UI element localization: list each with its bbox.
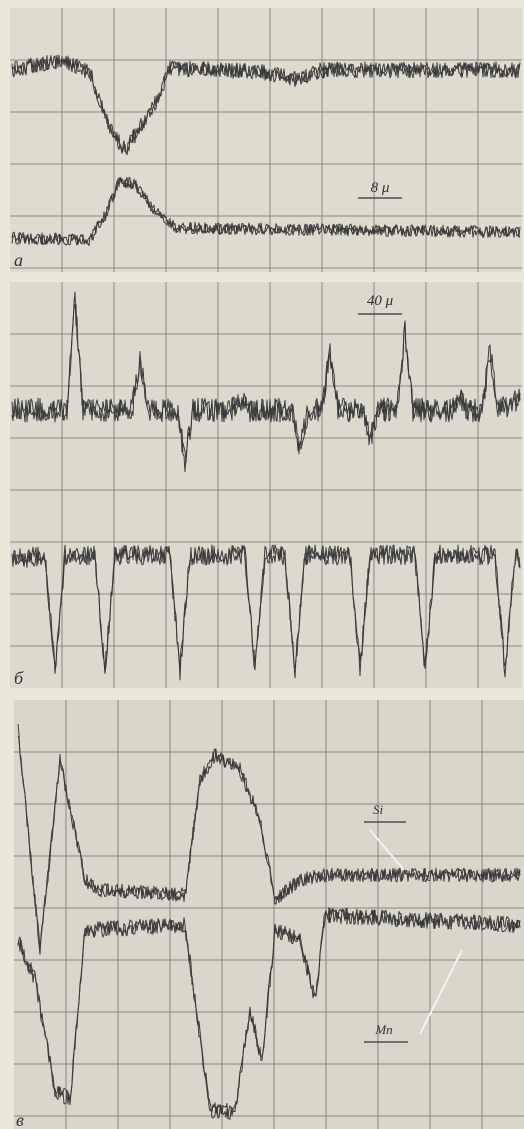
scale-label: 8 μ [371, 180, 390, 196]
figure: а 8 μ б 40 μ в Si Mn [0, 0, 524, 1129]
marker-label: Si [373, 802, 384, 817]
panel-label: а [14, 250, 23, 270]
panel-label: б [14, 668, 24, 688]
scale-label: 40 μ [367, 293, 394, 309]
panel-b [10, 282, 522, 688]
marker-label: Mn [374, 1022, 392, 1037]
panel-c [14, 700, 524, 1129]
panel-label: в [16, 1110, 24, 1129]
